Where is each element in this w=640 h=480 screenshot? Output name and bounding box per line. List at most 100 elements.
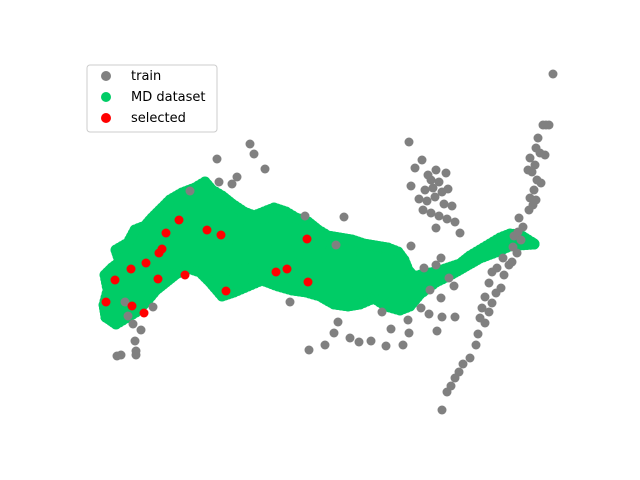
- train-series: [112, 69, 558, 415]
- train-point: [227, 179, 237, 189]
- train-point: [499, 270, 509, 280]
- legend-marker-train: [101, 71, 111, 81]
- train-point: [450, 312, 460, 322]
- md-dataset-point: [179, 234, 191, 246]
- md-dataset-point: [340, 266, 352, 278]
- train-point: [329, 328, 339, 338]
- train-point: [524, 205, 534, 215]
- train-point: [136, 325, 146, 335]
- train-point: [406, 181, 416, 191]
- md-dataset-point: [359, 265, 371, 277]
- train-point: [548, 69, 558, 79]
- train-point: [428, 183, 438, 193]
- train-point: [354, 337, 364, 347]
- train-point: [434, 177, 444, 187]
- train-point: [538, 120, 548, 130]
- selected-series: [101, 215, 313, 318]
- selected-point: [110, 275, 120, 285]
- md-dataset-point: [257, 262, 269, 274]
- md-dataset-point: [195, 234, 207, 246]
- train-point: [471, 340, 481, 350]
- train-point: [320, 340, 330, 350]
- md-dataset-point: [330, 265, 342, 277]
- train-point: [249, 149, 259, 159]
- train-point: [123, 311, 133, 321]
- train-point: [514, 213, 524, 223]
- selected-point: [139, 308, 149, 318]
- train-point: [404, 137, 414, 147]
- train-point: [212, 154, 222, 164]
- md-dataset-point: [232, 238, 244, 250]
- train-point: [260, 164, 270, 174]
- selected-point: [157, 244, 167, 254]
- md-dataset-point: [250, 241, 262, 253]
- md-dataset-point: [383, 254, 395, 266]
- selected-point: [126, 264, 136, 274]
- train-point: [465, 353, 475, 363]
- md-dataset-point: [498, 240, 510, 252]
- legend-marker-md-dataset: [101, 92, 111, 102]
- train-point: [185, 186, 195, 196]
- train-point: [504, 260, 514, 270]
- md-dataset-point: [378, 288, 390, 300]
- train-point: [148, 302, 158, 312]
- selected-point: [271, 267, 281, 277]
- md-dataset-point: [257, 222, 269, 234]
- train-point: [398, 340, 408, 350]
- train-point: [450, 217, 460, 227]
- md-dataset-point: [186, 205, 198, 217]
- train-point: [437, 312, 447, 322]
- train-point: [442, 387, 452, 397]
- train-point: [128, 319, 138, 329]
- md-dataset-point: [132, 263, 144, 275]
- train-point: [420, 185, 430, 195]
- selected-point: [141, 258, 151, 268]
- train-point: [404, 328, 414, 338]
- md-dataset-point: [166, 257, 178, 269]
- train-point: [300, 211, 310, 221]
- train-point: [410, 163, 420, 173]
- legend-marker-selected: [101, 113, 111, 123]
- train-point: [455, 228, 465, 238]
- train-point: [431, 223, 441, 233]
- train-point: [487, 298, 497, 308]
- md-dataset-point: [205, 235, 217, 246]
- train-point: [339, 212, 349, 222]
- train-point: [431, 260, 441, 270]
- train-point: [345, 333, 355, 343]
- md-dataset-point: [222, 236, 234, 247]
- md-dataset-point: [302, 251, 314, 263]
- train-point: [484, 278, 494, 288]
- train-point: [477, 303, 487, 313]
- train-point: [491, 288, 501, 298]
- train-point: [418, 205, 428, 215]
- train-point: [406, 241, 416, 251]
- md-dataset-point: [238, 263, 250, 275]
- selected-point: [202, 225, 212, 235]
- md-dataset-point: [372, 252, 384, 264]
- md-dataset-point: [145, 274, 157, 286]
- md-dataset-point: [133, 289, 145, 301]
- md-dataset-point: [315, 239, 327, 251]
- train-point: [487, 267, 497, 277]
- train-point: [424, 309, 434, 319]
- train-point: [430, 192, 440, 202]
- train-point: [414, 194, 424, 204]
- md-dataset-point: [123, 279, 135, 291]
- md-dataset-series: [98, 176, 540, 330]
- train-point: [130, 336, 140, 346]
- md-dataset-point: [477, 249, 489, 261]
- train-point: [417, 155, 427, 165]
- legend-label-md-dataset: MD dataset: [131, 90, 206, 105]
- selected-point: [161, 228, 171, 238]
- train-point: [529, 185, 539, 195]
- md-dataset-point: [283, 245, 295, 257]
- md-dataset-point: [272, 243, 284, 255]
- md-dataset-point: [388, 291, 400, 303]
- train-point: [498, 253, 508, 263]
- md-dataset-point: [119, 251, 131, 263]
- selected-point: [303, 277, 313, 287]
- md-dataset-point: [489, 244, 501, 256]
- md-dataset-point: [400, 262, 412, 274]
- train-point: [422, 196, 432, 206]
